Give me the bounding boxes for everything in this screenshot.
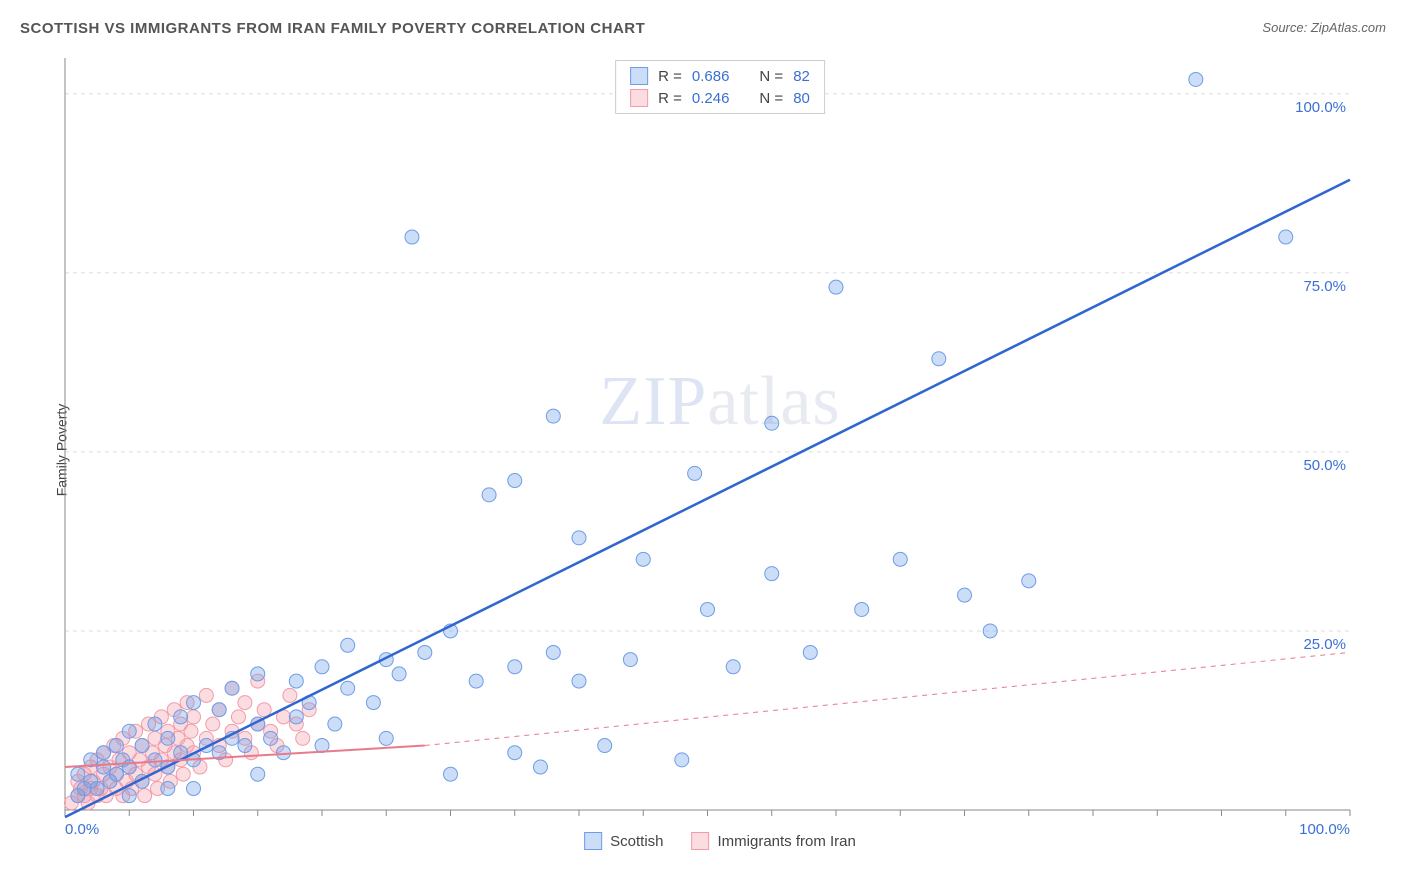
- svg-text:0.0%: 0.0%: [65, 821, 99, 838]
- correlation-row-scottish: R = 0.686 N = 82: [616, 65, 824, 87]
- legend-label-scottish: Scottish: [610, 833, 663, 850]
- n-value-scottish: 82: [793, 68, 810, 85]
- chart-container: Family Poverty 25.0%50.0%75.0%100.0%0.0%…: [55, 50, 1385, 850]
- svg-text:25.0%: 25.0%: [1303, 636, 1346, 653]
- source-credit: Source: ZipAtlas.com: [1262, 20, 1386, 35]
- r-label: R =: [658, 68, 682, 85]
- r-label: R =: [658, 90, 682, 107]
- r-value-iran: 0.246: [692, 90, 730, 107]
- correlation-row-iran: R = 0.246 N = 80: [616, 87, 824, 109]
- n-label: N =: [759, 68, 783, 85]
- source-name: ZipAtlas.com: [1311, 20, 1386, 35]
- swatch-iran: [630, 89, 648, 107]
- chart-title: SCOTTISH VS IMMIGRANTS FROM IRAN FAMILY …: [20, 20, 645, 37]
- svg-text:75.0%: 75.0%: [1303, 278, 1346, 295]
- swatch-scottish: [630, 67, 648, 85]
- svg-text:100.0%: 100.0%: [1299, 821, 1350, 838]
- swatch-scottish: [584, 832, 602, 850]
- swatch-iran: [691, 832, 709, 850]
- series-legend: Scottish Immigrants from Iran: [584, 832, 856, 850]
- legend-item-iran: Immigrants from Iran: [691, 832, 855, 850]
- legend-item-scottish: Scottish: [584, 832, 663, 850]
- scatter-plot: 25.0% 50.0% 75.0% 100.0% 0.0% 100.0%: [55, 50, 1385, 850]
- source-label: Source:: [1262, 20, 1307, 35]
- svg-text:50.0%: 50.0%: [1303, 457, 1346, 474]
- legend-label-iran: Immigrants from Iran: [717, 833, 855, 850]
- n-label: N =: [759, 90, 783, 107]
- svg-text:100.0%: 100.0%: [1295, 99, 1346, 116]
- correlation-legend: R = 0.686 N = 82 R = 0.246 N = 80: [615, 60, 825, 114]
- n-value-iran: 80: [793, 90, 810, 107]
- r-value-scottish: 0.686: [692, 68, 730, 85]
